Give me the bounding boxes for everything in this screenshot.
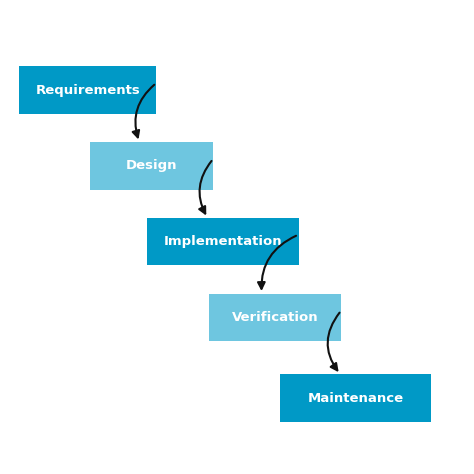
Text: Verification: Verification bbox=[232, 311, 318, 324]
Text: Requirements: Requirements bbox=[36, 83, 140, 97]
Text: Maintenance: Maintenance bbox=[308, 392, 403, 405]
FancyBboxPatch shape bbox=[19, 66, 156, 114]
FancyBboxPatch shape bbox=[90, 142, 213, 190]
FancyBboxPatch shape bbox=[280, 374, 431, 422]
Text: Implementation: Implementation bbox=[164, 235, 282, 248]
Text: Design: Design bbox=[126, 159, 177, 173]
FancyBboxPatch shape bbox=[209, 294, 341, 341]
FancyBboxPatch shape bbox=[147, 218, 299, 265]
